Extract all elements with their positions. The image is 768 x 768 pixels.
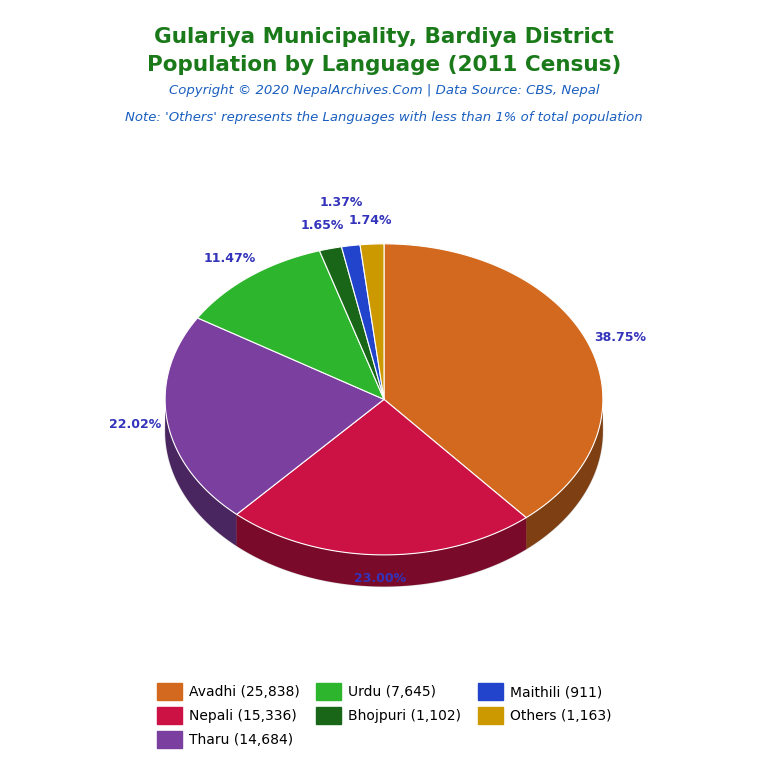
Polygon shape	[319, 247, 384, 399]
Polygon shape	[237, 399, 384, 546]
Text: Population by Language (2011 Census): Population by Language (2011 Census)	[147, 55, 621, 75]
Text: Copyright © 2020 NepalArchives.Com | Data Source: CBS, Nepal: Copyright © 2020 NepalArchives.Com | Dat…	[169, 84, 599, 98]
Polygon shape	[360, 244, 384, 399]
Polygon shape	[384, 244, 603, 518]
Text: 1.37%: 1.37%	[319, 196, 363, 209]
Polygon shape	[384, 399, 526, 549]
Polygon shape	[165, 397, 237, 546]
Text: 1.65%: 1.65%	[301, 220, 344, 233]
Text: 1.74%: 1.74%	[349, 214, 392, 227]
Text: 23.00%: 23.00%	[354, 571, 406, 584]
Polygon shape	[237, 399, 526, 554]
Polygon shape	[165, 318, 384, 515]
Polygon shape	[237, 515, 526, 587]
Text: 38.75%: 38.75%	[594, 331, 646, 344]
Polygon shape	[526, 397, 603, 549]
Legend: Avadhi (25,838), Nepali (15,336), Tharu (14,684), Urdu (7,645), Bhojpuri (1,102): Avadhi (25,838), Nepali (15,336), Tharu …	[151, 677, 617, 753]
Text: 11.47%: 11.47%	[204, 251, 256, 264]
Polygon shape	[165, 276, 603, 587]
Text: Gulariya Municipality, Bardiya District: Gulariya Municipality, Bardiya District	[154, 27, 614, 47]
Polygon shape	[342, 245, 384, 399]
Text: Note: 'Others' represents the Languages with less than 1% of total population: Note: 'Others' represents the Languages …	[125, 111, 643, 124]
Polygon shape	[197, 251, 384, 399]
Polygon shape	[237, 399, 384, 546]
Polygon shape	[384, 399, 526, 549]
Text: 22.02%: 22.02%	[108, 418, 161, 431]
